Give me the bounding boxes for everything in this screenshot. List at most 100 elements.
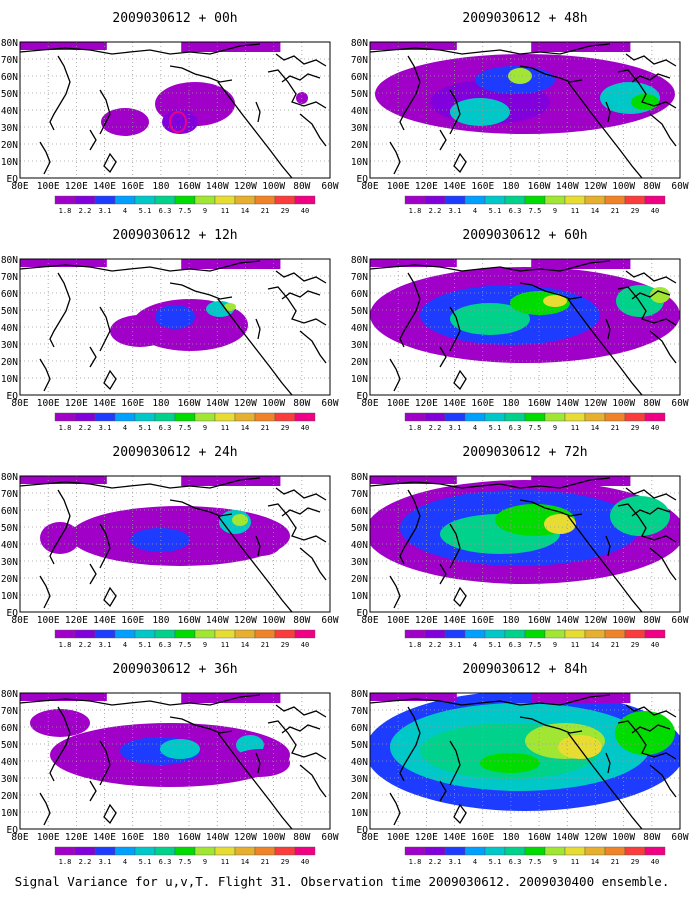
variance-contour [30,709,90,737]
colorbar-label: 4 [123,424,127,432]
colorbar-swatch [424,846,446,856]
panel-title: 2009030612 + 48h [462,11,587,26]
map-area [370,476,680,612]
colorbar-swatch [154,629,176,639]
coastline [169,65,233,83]
coastline [49,706,71,782]
coastline [519,716,583,734]
map-frame [19,41,331,179]
colorbar-swatch [134,846,156,856]
panel-title: 2009030612 + 84h [462,662,587,677]
colorbar-swatch [544,195,566,205]
y-tick-label: EQ [7,608,19,619]
coastline [649,764,677,798]
coastline [453,152,467,174]
variance-contour [370,259,457,267]
x-tick-label: 160E [471,615,494,626]
y-tick-label: 60N [1,723,18,734]
variance-contour [130,528,190,552]
map-area [20,259,330,395]
coastline [299,764,327,798]
coastline [389,141,401,175]
panel-title: 2009030612 + 72h [462,445,587,460]
coastline [605,535,611,557]
y-tick-label: 70N [351,489,368,500]
colorbar-swatch [254,412,276,422]
colorbar-swatch [254,846,276,856]
variance-contour [544,514,576,534]
colorbar: 1.8 2.2 3.1 4 5.1 6.3 7.5 9 11 14 21 29 40 [54,846,316,866]
y-tick-label: 50N [1,740,18,751]
colorbar-swatch [74,629,96,639]
coastline [20,260,261,272]
x-tick-label: 160W [178,398,201,409]
colorbar-label: 29 [281,641,289,649]
variance-contour [531,476,631,486]
variance-contour [558,735,602,759]
coastline [631,290,671,300]
colorbar-label: 29 [631,641,639,649]
colorbar-swatch [54,629,76,639]
colorbar-label: 14 [241,424,249,432]
coastline [99,306,111,352]
colorbar-swatch [504,412,526,422]
colorbar-swatch [114,629,136,639]
colorbar-label: 5.1 [489,424,502,432]
colorbar-label: 7.5 [529,641,542,649]
coastline [649,113,677,147]
coastline [519,282,583,300]
x-tick-label: 100W [262,832,285,843]
coastline [281,507,321,517]
variance-contour [543,295,567,307]
x-tick-label: 80E [361,832,378,843]
colorbar-label: 21 [611,424,619,432]
coastline [439,563,447,585]
colorbar-label: 11 [221,424,229,432]
coastline [617,503,677,543]
colorbar-swatch [74,846,96,856]
panel-title: 2009030612 + 12h [112,228,237,243]
coastline [519,65,583,83]
x-tick-label: 120W [584,398,607,409]
map-panel: 2009030612 + 48h 80N 70N 60N 50N 40N 30N 20N 10N… [351,11,689,215]
x-tick-label: 60W [671,181,688,192]
colorbar-label: 11 [571,858,579,866]
x-tick-label: 120W [234,181,257,192]
coastline [617,720,677,760]
y-tick-label: 40N [1,106,18,117]
colorbar-label: 9 [553,858,557,866]
colorbar-swatch [524,412,546,422]
colorbar-swatch [274,412,296,422]
y-tick-label: 80N [351,255,368,266]
y-tick-label: 50N [1,306,18,317]
x-tick-label: 160E [121,181,144,192]
x-tick-label: 120E [415,181,438,192]
colorbar-swatch [444,195,466,205]
colorbar-swatch [624,195,646,205]
x-tick-label: 120E [415,398,438,409]
x-tick-label: 100E [37,181,60,192]
variance-contour [531,259,631,269]
coastline [103,803,117,825]
colorbar-swatch [294,846,316,856]
colorbar-label: 29 [631,207,639,215]
colorbar-label: 7.5 [179,858,192,866]
variance-contour [480,753,540,773]
x-tick-label: 180 [152,832,169,843]
colorbar-label: 4 [473,207,477,215]
colorbar-swatch [74,195,96,205]
colorbar-label: 29 [631,858,639,866]
colorbar-swatch [524,195,546,205]
x-tick-label: 100W [262,398,285,409]
colorbar-swatch [624,846,646,856]
colorbar-label: 1.8 [409,207,422,215]
x-tick-label: 160W [178,615,201,626]
colorbar-swatch [604,846,626,856]
x-tick-label: 60W [671,398,688,409]
y-tick-label: 10N [351,374,368,385]
x-tick-label: 80E [361,615,378,626]
colorbar-label: 3.1 [449,207,462,215]
variance-contour [160,739,200,759]
colorbar-swatch [444,629,466,639]
map-area [370,693,680,829]
